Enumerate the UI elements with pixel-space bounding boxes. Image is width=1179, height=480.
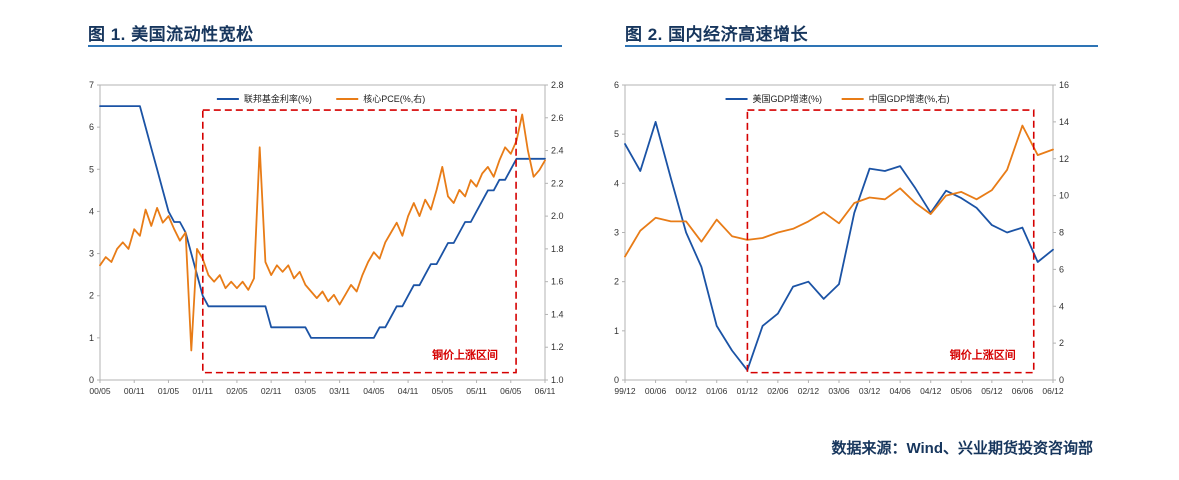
- svg-text:3: 3: [89, 249, 94, 259]
- svg-text:4: 4: [1059, 301, 1064, 311]
- svg-text:6: 6: [614, 80, 619, 90]
- plot-frame: [99, 84, 546, 381]
- svg-text:03/12: 03/12: [859, 386, 881, 396]
- svg-text:01/12: 01/12: [737, 386, 759, 396]
- chart2-title: 图 2. 国内经济高速增长: [625, 25, 809, 44]
- svg-text:4: 4: [89, 206, 94, 216]
- svg-text:1: 1: [614, 326, 619, 336]
- svg-text:2.8: 2.8: [551, 80, 564, 90]
- svg-text:02/11: 02/11: [261, 386, 282, 396]
- chart1-us-liquidity: 0 1 2 3 4 5 6 7 1.0 1.2 1.4 1.6 1.8 2.0 2.2 2.4 2.6 2.8 00…: [89, 80, 564, 396]
- svg-text:03/06: 03/06: [828, 386, 850, 396]
- svg-text:06/05: 06/05: [500, 386, 522, 396]
- svg-text:1.4: 1.4: [551, 309, 564, 319]
- svg-text:6: 6: [1059, 264, 1064, 274]
- svg-text:5: 5: [89, 164, 94, 174]
- svg-text:04/05: 04/05: [363, 386, 385, 396]
- plot-frame: [624, 84, 1054, 381]
- fed-funds-rate-legend-label: 联邦基金利率(%): [244, 93, 312, 104]
- svg-text:02/06: 02/06: [767, 386, 789, 396]
- svg-text:06/06: 06/06: [1012, 386, 1034, 396]
- svg-text:4: 4: [614, 178, 619, 188]
- svg-text:00/11: 00/11: [124, 386, 145, 396]
- svg-text:06/12: 06/12: [1042, 386, 1064, 396]
- svg-text:05/06: 05/06: [951, 386, 973, 396]
- svg-text:02/12: 02/12: [798, 386, 820, 396]
- svg-text:03/11: 03/11: [329, 386, 350, 396]
- svg-text:00/12: 00/12: [676, 386, 698, 396]
- svg-text:05/11: 05/11: [466, 386, 487, 396]
- highlight-interval-box: [201, 109, 517, 374]
- highlight-interval-label: 铜价上涨区间: [431, 348, 498, 362]
- left-axis: 0 1 2 3 4 5 6 7: [89, 80, 100, 385]
- svg-text:1.8: 1.8: [551, 244, 564, 254]
- svg-text:2.0: 2.0: [551, 211, 564, 221]
- svg-text:00/06: 00/06: [645, 386, 667, 396]
- chart2-title-underline: [625, 45, 1098, 47]
- svg-text:00/05: 00/05: [89, 386, 111, 396]
- highlight-interval-box: [746, 109, 1035, 374]
- chart1-title: 图 1. 美国流动性宽松: [88, 25, 254, 44]
- highlight-interval-label: 铜价上涨区间: [949, 348, 1016, 362]
- svg-text:14: 14: [1059, 117, 1069, 127]
- svg-text:0: 0: [89, 375, 94, 385]
- left-axis: 0 1 2 3 4 5 6: [614, 80, 625, 385]
- svg-text:2.6: 2.6: [551, 113, 564, 123]
- svg-text:01/11: 01/11: [192, 386, 213, 396]
- chart1-title-underline: [88, 45, 562, 47]
- svg-text:16: 16: [1059, 80, 1069, 90]
- svg-text:2: 2: [1059, 338, 1064, 348]
- svg-text:04/11: 04/11: [398, 386, 419, 396]
- svg-text:03/05: 03/05: [295, 386, 317, 396]
- svg-text:01/06: 01/06: [706, 386, 728, 396]
- right-axis: 1.0 1.2 1.4 1.6 1.8 2.0 2.2 2.4 2.6 2.8: [545, 80, 564, 385]
- svg-text:0: 0: [1059, 375, 1064, 385]
- svg-text:1: 1: [89, 333, 94, 343]
- right-axis: 0 2 4 6 8 10 12 14 16: [1053, 80, 1069, 385]
- svg-text:3: 3: [614, 228, 619, 238]
- fed-funds-rate-line: [99, 105, 546, 339]
- svg-text:0: 0: [614, 375, 619, 385]
- svg-text:99/12: 99/12: [614, 386, 636, 396]
- core-pce-line: [99, 113, 546, 352]
- svg-text:1.6: 1.6: [551, 277, 564, 287]
- svg-text:05/12: 05/12: [981, 386, 1003, 396]
- core-pce-legend-label: 核心PCE(%,右): [363, 93, 425, 104]
- legend: 美国GDP增速(%) 中国GDP增速(%,右): [725, 93, 950, 104]
- x-axis: 99/12 00/06 00/12 01/06 01/12 02/06 02/12 03/06…: [614, 380, 1064, 396]
- x-axis: 00/05 00/11 01/05 01/11 02/05 02/11 03/05 03/11…: [89, 380, 556, 396]
- svg-text:6: 6: [89, 122, 94, 132]
- svg-text:7: 7: [89, 80, 94, 90]
- svg-text:04/12: 04/12: [920, 386, 942, 396]
- svg-text:8: 8: [1059, 228, 1064, 238]
- china-gdp-growth-legend-label: 中国GDP增速(%,右): [869, 93, 950, 104]
- svg-text:2.2: 2.2: [551, 178, 564, 188]
- svg-text:04/06: 04/06: [890, 386, 912, 396]
- svg-text:06/11: 06/11: [535, 386, 556, 396]
- china-gdp-growth-line: [624, 124, 1054, 258]
- us-gdp-growth-legend-label: 美国GDP增速(%): [753, 93, 823, 104]
- svg-text:12: 12: [1059, 154, 1069, 164]
- svg-text:2: 2: [89, 291, 94, 301]
- legend: 联邦基金利率(%) 核心PCE(%,右): [216, 93, 425, 104]
- svg-text:1.2: 1.2: [551, 342, 564, 352]
- svg-text:1.0: 1.0: [551, 375, 564, 385]
- svg-text:2: 2: [614, 277, 619, 287]
- data-source-note: 数据来源：Wind、兴业期货投资咨询部: [831, 440, 1093, 457]
- svg-text:10: 10: [1059, 191, 1069, 201]
- svg-text:5: 5: [614, 129, 619, 139]
- svg-text:02/05: 02/05: [226, 386, 248, 396]
- svg-text:05/05: 05/05: [432, 386, 454, 396]
- svg-text:2.4: 2.4: [551, 146, 564, 156]
- us-gdp-growth-line: [624, 121, 1054, 372]
- svg-text:01/05: 01/05: [158, 386, 180, 396]
